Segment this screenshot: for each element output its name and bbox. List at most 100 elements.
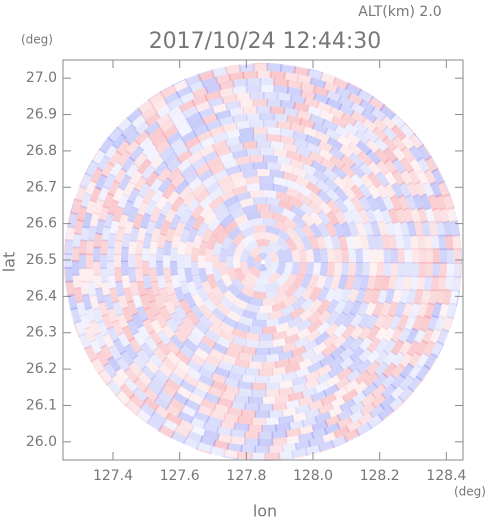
radar-cell	[240, 226, 256, 239]
radar-cell	[263, 119, 279, 128]
radar-cell	[341, 299, 355, 316]
radar-cell	[233, 213, 249, 227]
radar-cell	[136, 158, 152, 175]
radar-cell	[414, 180, 427, 198]
radar-cell	[121, 325, 136, 342]
radar-cell	[408, 157, 423, 175]
radar-cell	[326, 198, 341, 215]
radar-cell	[212, 241, 223, 256]
radar-cell	[391, 169, 406, 187]
radar-cell	[214, 109, 232, 121]
radar-cell	[98, 136, 110, 151]
radar-cell	[340, 287, 352, 304]
radar-cell	[387, 207, 400, 225]
radar-cell	[388, 234, 398, 251]
radar-cell	[354, 369, 371, 385]
radar-cell	[322, 81, 340, 94]
radar-cell	[382, 146, 399, 164]
radar-cell	[112, 338, 127, 355]
radar-cell	[423, 234, 433, 251]
radar-cell	[322, 167, 338, 182]
radar-cell	[79, 172, 93, 190]
radar-cell	[201, 360, 218, 374]
radar-cell	[191, 182, 207, 198]
radar-cell	[231, 327, 247, 339]
radar-cell	[97, 372, 108, 386]
radar-cell	[316, 189, 332, 205]
radar-cell	[422, 340, 436, 358]
radar-cell	[265, 225, 280, 236]
radar-cell	[271, 430, 288, 439]
radar-cell	[233, 422, 250, 432]
radar-cell	[327, 364, 344, 379]
radar-cell	[435, 288, 445, 306]
radar-cell	[278, 415, 295, 425]
radar-cell	[136, 225, 147, 243]
radar-cell	[442, 330, 450, 346]
radar-cell	[221, 122, 238, 133]
radar-cell	[424, 156, 439, 174]
radar-cell	[181, 315, 197, 332]
radar-cell	[280, 63, 297, 67]
radar-cell	[252, 63, 269, 65]
radar-cell	[347, 82, 363, 91]
radar-cell	[160, 383, 178, 399]
radar-cell	[364, 207, 378, 225]
radar-cell	[86, 239, 95, 256]
radar-cell	[292, 284, 307, 300]
radar-cell	[194, 380, 212, 394]
radar-cell	[349, 324, 365, 341]
radar-cell	[348, 248, 357, 263]
radar-cell	[132, 387, 149, 403]
radar-cell	[370, 106, 387, 122]
radar-cell	[85, 198, 97, 216]
radar-cell	[304, 444, 322, 456]
radar-cell	[249, 189, 264, 199]
radar-cell	[208, 348, 225, 361]
radar-cell	[333, 311, 348, 327]
radar-cell	[127, 360, 144, 378]
radar-cell	[183, 215, 197, 231]
radar-cell	[377, 405, 395, 421]
radar-cell	[267, 444, 284, 453]
radar-cell	[278, 313, 294, 325]
radar-cell	[411, 248, 420, 264]
x-tick-label: 128.4	[426, 468, 466, 484]
radar-cell	[165, 350, 181, 366]
radar-cell	[416, 156, 431, 174]
radar-cell	[231, 78, 248, 88]
radar-cell	[236, 416, 253, 425]
radar-cell	[390, 373, 406, 390]
radar-cell	[265, 388, 281, 397]
radar-cell	[90, 166, 104, 184]
radar-cell	[178, 298, 192, 315]
radar-cell	[398, 339, 413, 357]
radar-cell	[98, 205, 110, 222]
radar-cell	[186, 430, 204, 443]
radar-cell	[145, 287, 156, 304]
radar-cell	[320, 431, 338, 444]
radar-cell	[89, 211, 100, 229]
radar-cell	[154, 293, 166, 310]
radar-cell	[391, 135, 408, 152]
radar-cell	[392, 400, 405, 413]
radar-cell	[382, 326, 396, 343]
radar-cell	[291, 166, 308, 179]
y-tick-label: 26.4	[26, 288, 57, 304]
radar-cell	[112, 205, 124, 223]
radar-cell	[322, 274, 334, 291]
radar-cell	[180, 164, 196, 180]
radar-cell	[135, 408, 153, 424]
radar-cell	[137, 324, 151, 341]
radar-cell	[231, 85, 248, 95]
radar-cell	[330, 344, 346, 360]
radar-cell	[120, 156, 136, 173]
radar-cell	[159, 286, 171, 303]
radar-cell	[398, 351, 414, 369]
radar-cell	[240, 277, 255, 291]
radar-cell	[121, 306, 134, 323]
radar-cell	[420, 288, 431, 306]
radar-cell	[155, 139, 172, 155]
radar-cell	[150, 374, 167, 391]
radar-cell	[211, 285, 225, 301]
